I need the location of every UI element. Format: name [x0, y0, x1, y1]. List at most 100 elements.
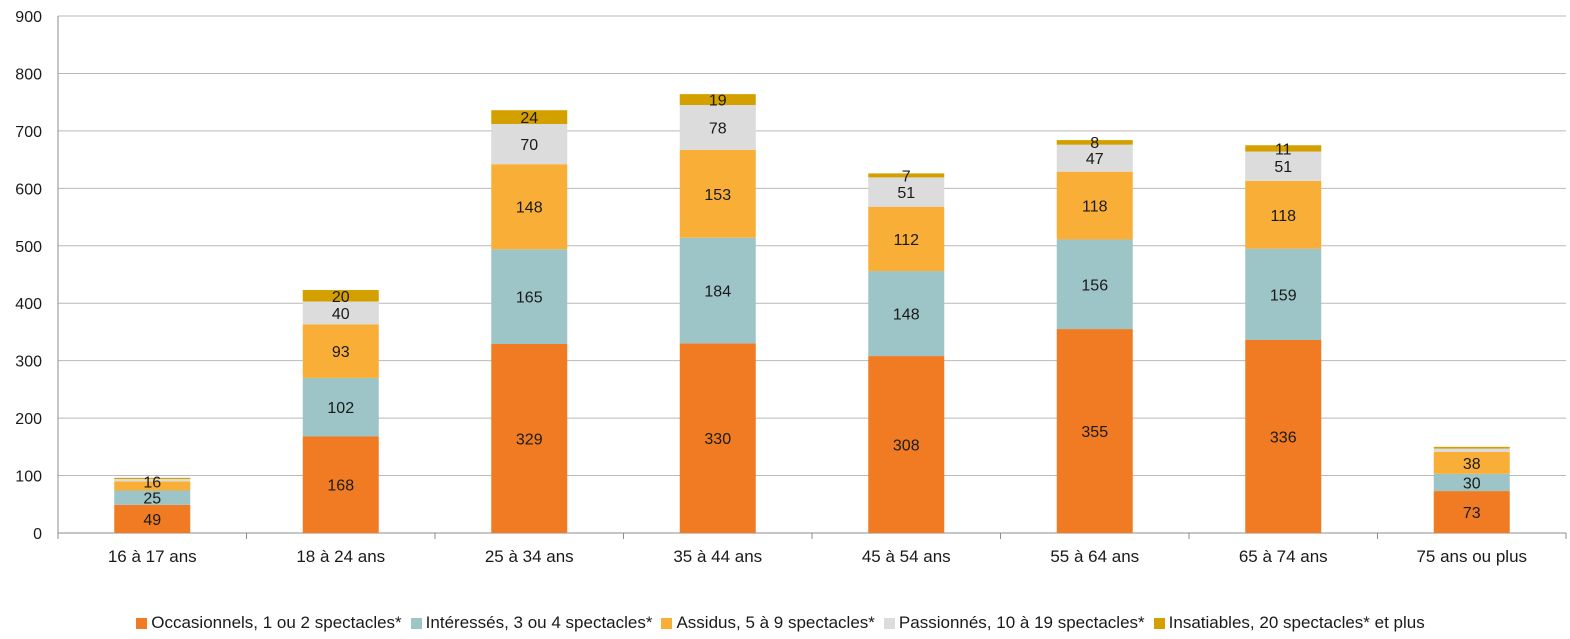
bar-segment [114, 481, 191, 491]
bar-segment [114, 479, 191, 482]
data-label: 156 [1081, 277, 1108, 294]
data-label: 168 [327, 478, 354, 495]
bar-segment [1433, 452, 1510, 474]
bar-segment [1433, 491, 1510, 533]
x-tick-label: 75 ans ou plus [1416, 547, 1527, 566]
bar-segment [679, 237, 756, 344]
data-label: 19 [709, 93, 727, 110]
data-label: 102 [327, 400, 354, 417]
legend-item: Passionnés, 10 à 19 spectacles* [883, 613, 1145, 633]
data-label: 11 [1275, 141, 1292, 158]
bar-segment [868, 356, 945, 533]
y-tick-label: 900 [15, 9, 42, 26]
legend-label: Intéressés, 3 ou 4 spectacles* [425, 613, 653, 632]
legend-item: Occasionnels, 1 ou 2 spectacles* [136, 613, 402, 633]
y-tick-label: 100 [15, 469, 42, 486]
data-label: 153 [704, 187, 731, 204]
data-label: 93 [332, 344, 350, 361]
y-tick-label: 400 [15, 296, 42, 313]
bar-segment [1056, 144, 1133, 172]
bar-segment [491, 110, 568, 124]
data-label: 112 [893, 232, 919, 249]
bar-segment [868, 173, 945, 178]
data-label: 8 [1090, 135, 1099, 152]
data-label: 40 [332, 306, 350, 323]
data-label: 355 [1081, 424, 1108, 441]
data-label: 49 [143, 512, 161, 529]
legend-swatch [410, 617, 422, 629]
data-label: 70 [520, 137, 538, 154]
bar-segment [1433, 446, 1510, 449]
data-label: 73 [1463, 505, 1481, 522]
bar-segment [1433, 448, 1510, 453]
data-label: 329 [516, 432, 543, 449]
bar-segment [1056, 329, 1133, 533]
bar-segment [302, 290, 379, 302]
data-label: 25 [143, 491, 161, 508]
legend-swatch [883, 617, 895, 629]
legend-label: Occasionnels, 1 ou 2 spectacles* [151, 613, 402, 632]
y-tick-label: 800 [15, 66, 42, 83]
bar-segment [302, 301, 379, 325]
data-label: 51 [1274, 159, 1292, 176]
x-tick-label: 25 à 34 ans [485, 547, 574, 566]
bar-segment [679, 343, 756, 533]
data-label: 159 [1270, 287, 1297, 304]
bar-segment [1245, 145, 1322, 152]
chart-legend: Occasionnels, 1 ou 2 spectacles* Intéress… [0, 610, 1570, 636]
bar-segment [491, 164, 568, 250]
data-label: 78 [709, 120, 727, 137]
data-label: 47 [1086, 151, 1104, 168]
legend-label: Assidus, 5 à 9 spectacles* [676, 613, 875, 632]
y-tick-label: 700 [15, 124, 42, 141]
legend-label: Passionnés, 10 à 19 spectacles* [898, 613, 1145, 632]
bar-segment [1433, 473, 1510, 492]
data-label: 7 [902, 168, 911, 185]
bar-segment [679, 149, 756, 238]
bar-segment [114, 490, 191, 505]
bar-segment [1245, 339, 1322, 533]
y-tick-label: 200 [15, 411, 42, 428]
bar-segment [868, 271, 945, 357]
x-tick-label: 18 à 24 ans [296, 547, 385, 566]
bar-segment [1056, 140, 1133, 145]
legend-item: Intéressés, 3 ou 4 spectacles* [410, 613, 653, 633]
y-tick-label: 0 [33, 526, 42, 543]
data-label: 148 [516, 200, 543, 217]
data-label: 184 [704, 284, 731, 301]
legend-item: Assidus, 5 à 9 spectacles* [661, 613, 875, 633]
stacked-bar-chart: 0 100 200 300 400 500 600 700 800 900 16 à 17 ans 1… [15, 9, 1567, 566]
bar-segment [1245, 151, 1322, 181]
data-label: 30 [1463, 475, 1481, 492]
data-label: 308 [893, 438, 920, 455]
bar-segment [491, 344, 568, 533]
bar-segment [679, 105, 756, 150]
y-tick-label: 600 [15, 181, 42, 198]
bar-segment [114, 504, 191, 533]
legend-swatch [1153, 617, 1165, 629]
bar-segment [868, 206, 945, 272]
bar-segment [1056, 239, 1133, 330]
bar-segment [491, 123, 568, 165]
bar-segment [868, 177, 945, 207]
data-label: 118 [1082, 199, 1108, 216]
data-label: 148 [893, 307, 920, 324]
data-label: 336 [1270, 429, 1297, 446]
data-label: 165 [516, 290, 543, 307]
data-label: 38 [1463, 456, 1481, 473]
bar-segment [491, 249, 568, 345]
bar-segment [679, 94, 756, 106]
bar-segment [1245, 180, 1322, 249]
bar-segment [1056, 171, 1133, 240]
x-tick-label: 35 à 44 ans [673, 547, 762, 566]
x-tick-label: 55 à 64 ans [1050, 547, 1139, 566]
x-tick-label: 16 à 17 ans [108, 547, 197, 566]
bar-segment [114, 477, 191, 480]
y-tick-label: 500 [15, 239, 42, 256]
data-label: 51 [897, 185, 915, 202]
y-tick-label: 300 [15, 354, 42, 371]
x-tick-label: 45 à 54 ans [862, 547, 951, 566]
bar-segment [302, 436, 379, 533]
bar-segment [1245, 248, 1322, 340]
